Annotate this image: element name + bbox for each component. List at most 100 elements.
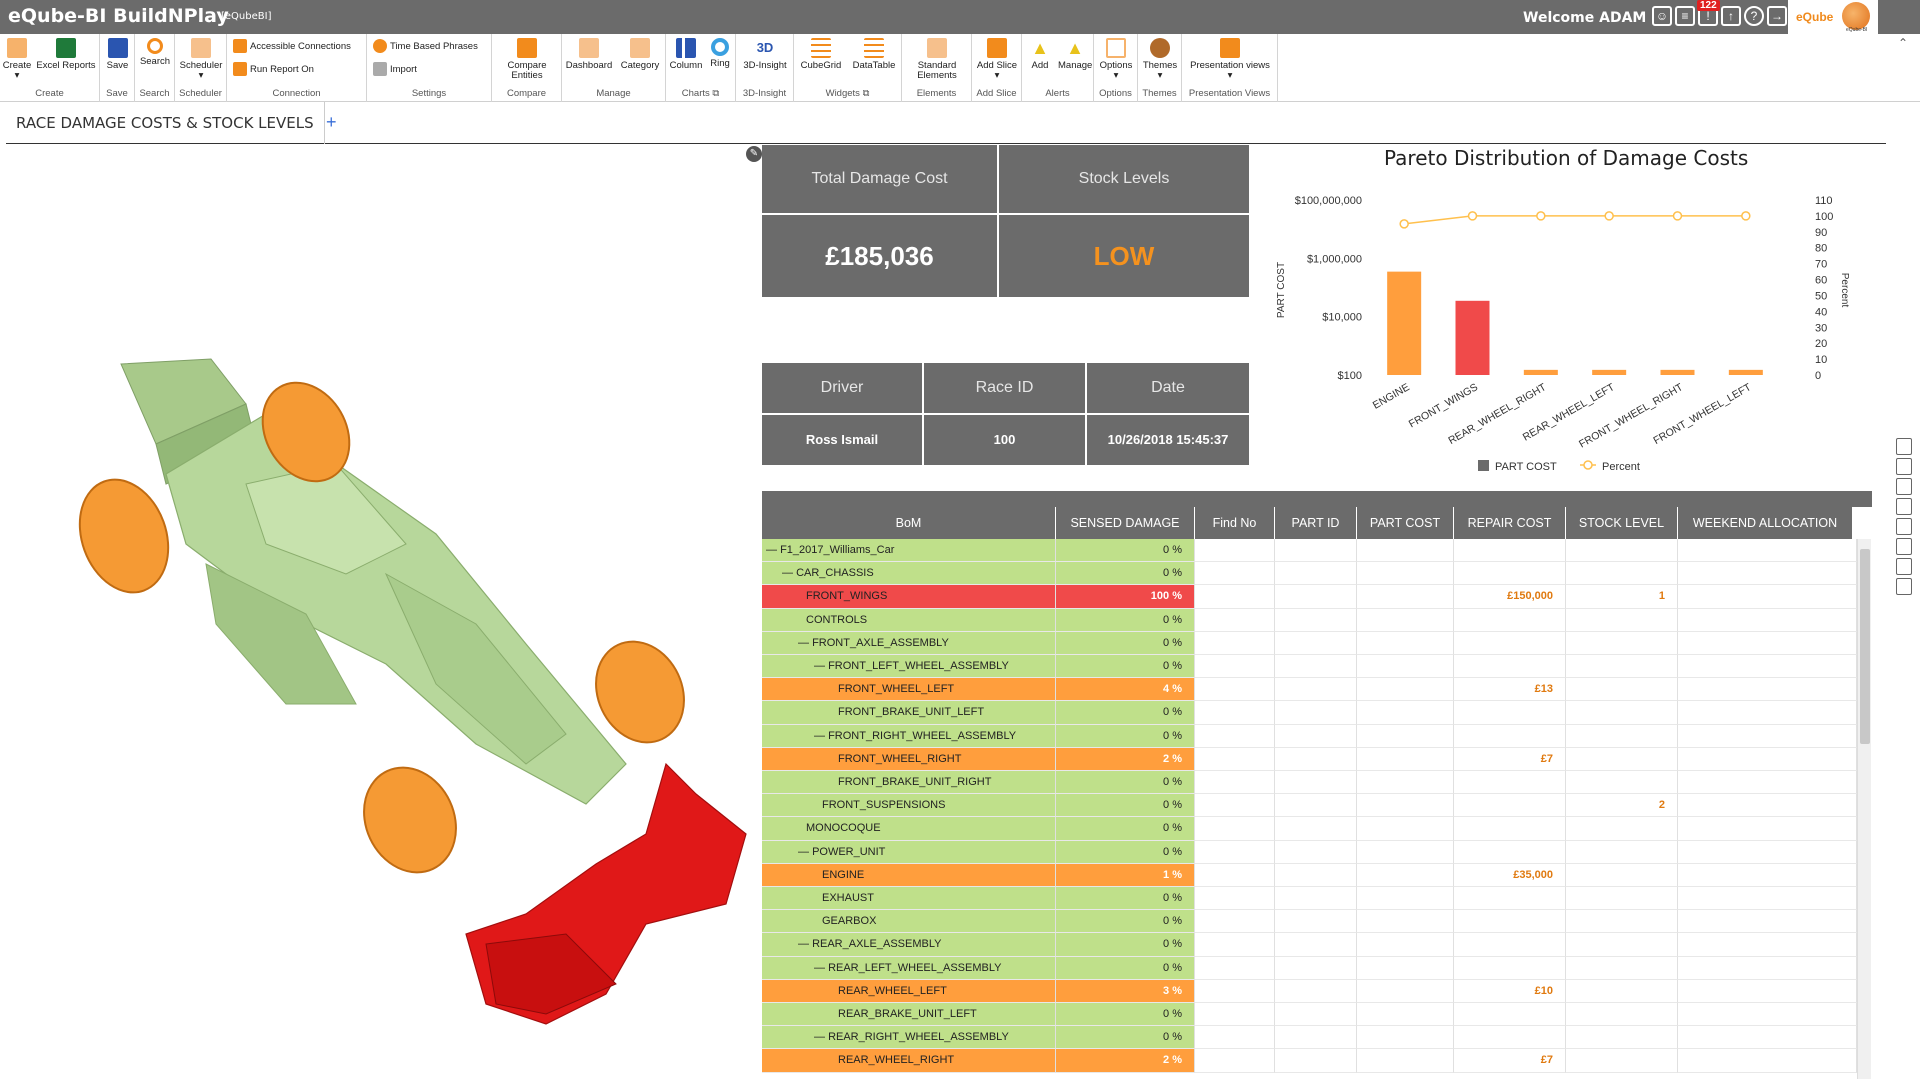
tree-collapse-icon[interactable]: —: [814, 660, 829, 672]
clock-icon: [373, 39, 387, 53]
table-row[interactable]: REAR_WHEEL_LEFT 3 % £10: [762, 979, 1857, 1003]
scheduler-button[interactable]: Scheduler ▾: [177, 38, 225, 81]
column-header[interactable]: Find No: [1195, 507, 1275, 539]
refresh-icon[interactable]: [1896, 578, 1912, 595]
table-row[interactable]: FRONT_BRAKE_UNIT_LEFT 0 %: [762, 701, 1857, 725]
tree-collapse-icon[interactable]: —: [798, 636, 813, 649]
grid-scrollbar[interactable]: [1857, 539, 1871, 1079]
column-chart-button[interactable]: Column: [668, 38, 704, 71]
logout-icon[interactable]: →: [1767, 6, 1787, 26]
column-header[interactable]: REPAIR COST: [1454, 507, 1566, 539]
weekend-allocation-cell: [1678, 1049, 1857, 1073]
table-row[interactable]: ENGINE 1 % £35,000: [762, 863, 1857, 887]
themes-button[interactable]: Themes ▾: [1140, 38, 1180, 81]
table-row[interactable]: — CAR_CHASSIS 0 %: [762, 562, 1857, 586]
accessible-connections-button[interactable]: Accessible Connections: [233, 39, 351, 53]
table-row[interactable]: REAR_BRAKE_UNIT_LEFT 0 %: [762, 1003, 1857, 1027]
table-row[interactable]: — REAR_AXLE_ASSEMBLY 0 %: [762, 933, 1857, 957]
import-button[interactable]: Import: [373, 62, 417, 76]
dashboard-button[interactable]: Dashboard: [564, 38, 614, 71]
tree-collapse-icon[interactable]: —: [798, 938, 813, 951]
table-row[interactable]: — FRONT_AXLE_ASSEMBLY 0 %: [762, 631, 1857, 655]
options-button[interactable]: Options ▾: [1096, 38, 1136, 81]
filter-icon[interactable]: [1896, 458, 1912, 475]
search-button[interactable]: Search: [137, 38, 173, 67]
part-id-cell: [1275, 1026, 1357, 1050]
column-header[interactable]: PART COST: [1357, 507, 1454, 539]
notification-badge[interactable]: 122: [1697, 0, 1720, 11]
grid-icon[interactable]: [1896, 558, 1912, 575]
category-button[interactable]: Category: [616, 38, 664, 71]
add-alert-button[interactable]: ▲ Add: [1031, 38, 1049, 71]
column-header[interactable]: WEEKEND ALLOCATION: [1678, 507, 1853, 539]
sensed-damage-cell: 0 %: [1056, 1026, 1195, 1050]
create-button[interactable]: Create ▾: [2, 38, 32, 81]
tab-race-damage[interactable]: RACE DAMAGE COSTS & STOCK LEVELS: [6, 102, 325, 144]
legend-percent: Percent: [1602, 461, 1640, 473]
table-row[interactable]: MONOCOQUE 0 %: [762, 817, 1857, 841]
ribbon-collapse-icon[interactable]: ⌃: [1898, 36, 1909, 50]
table-row[interactable]: EXHAUST 0 %: [762, 887, 1857, 911]
excel-reports-button[interactable]: Excel Reports: [34, 38, 98, 71]
legend-part-cost: PART COST: [1495, 461, 1557, 473]
table-row[interactable]: CONTROLS 0 %: [762, 608, 1857, 632]
cube-icon[interactable]: [1896, 518, 1912, 535]
pin-icon[interactable]: [1896, 438, 1912, 455]
weekend-allocation-cell: [1678, 1026, 1857, 1050]
stock-level-cell: [1566, 840, 1678, 864]
viewer-settings-icon[interactable]: ✎: [746, 146, 762, 162]
3d-insight-button[interactable]: 3D 3D-Insight: [743, 40, 787, 71]
column-header[interactable]: STOCK LEVEL: [1566, 507, 1678, 539]
stock-level-cell: [1566, 1026, 1678, 1050]
table-row[interactable]: — FRONT_RIGHT_WHEEL_ASSEMBLY 0 %: [762, 724, 1857, 748]
table-row[interactable]: — REAR_RIGHT_WHEEL_ASSEMBLY 0 %: [762, 1026, 1857, 1050]
table-row[interactable]: FRONT_BRAKE_UNIT_RIGHT 0 %: [762, 771, 1857, 795]
ring-chart-button[interactable]: Ring: [706, 38, 734, 69]
table-row[interactable]: — F1_2017_Williams_Car 0 %: [762, 539, 1857, 563]
table-row[interactable]: — FRONT_LEFT_WHEEL_ASSEMBLY 0 %: [762, 655, 1857, 679]
table-row[interactable]: — POWER_UNIT 0 %: [762, 840, 1857, 864]
tree-collapse-icon[interactable]: —: [766, 544, 781, 556]
weekend-allocation-cell: [1678, 1003, 1857, 1027]
presentation-views-button[interactable]: Presentation views ▾: [1186, 38, 1274, 81]
save-button[interactable]: Save: [102, 38, 133, 71]
table-row[interactable]: — REAR_LEFT_WHEEL_ASSEMBLY 0 %: [762, 956, 1857, 980]
list-icon[interactable]: ≡: [1675, 6, 1695, 26]
stock-levels-value: LOW: [999, 215, 1249, 297]
table-row[interactable]: GEARBOX 0 %: [762, 910, 1857, 934]
grid-scroll-thumb[interactable]: [1860, 549, 1870, 744]
tree-collapse-icon[interactable]: —: [814, 729, 829, 742]
3d-car-viewer[interactable]: ✎: [6, 144, 762, 1074]
table-row[interactable]: FRONT_SUSPENSIONS 0 % 2: [762, 794, 1857, 818]
tree-collapse-icon[interactable]: —: [814, 961, 829, 974]
column-header[interactable]: PART ID: [1275, 507, 1357, 539]
tree-collapse-icon[interactable]: —: [798, 845, 813, 858]
help-icon[interactable]: ?: [1744, 6, 1764, 26]
datatable-button[interactable]: DataTable: [848, 38, 900, 71]
export-icon[interactable]: ↑: [1721, 6, 1741, 26]
y2-tick-label: 10: [1815, 354, 1827, 366]
standard-elements-button[interactable]: Standard Elements: [906, 38, 968, 81]
compare-entities-button[interactable]: Compare Entities: [496, 38, 558, 81]
column-header[interactable]: SENSED DAMAGE: [1056, 507, 1195, 539]
column-header[interactable]: BoM: [762, 507, 1056, 539]
table-row[interactable]: FRONT_WHEEL_LEFT 4 % £13: [762, 678, 1857, 702]
user-icon[interactable]: ☺: [1652, 6, 1672, 26]
table-row[interactable]: FRONT_WHEEL_RIGHT 2 % £7: [762, 747, 1857, 771]
tree-collapse-icon[interactable]: —: [814, 1031, 829, 1044]
copy-icon[interactable]: [1896, 498, 1912, 515]
layers-icon[interactable]: [1896, 478, 1912, 495]
manage-alert-button[interactable]: ▲ Manage: [1058, 38, 1093, 71]
stock-level-cell: [1566, 771, 1678, 795]
add-tab-button[interactable]: +: [326, 112, 337, 132]
print-icon[interactable]: [1896, 538, 1912, 555]
find-no-cell: [1195, 608, 1275, 632]
table-row[interactable]: FRONT_WINGS 100 % £150,000 1: [762, 585, 1857, 609]
add-slice-button[interactable]: Add Slice ▾: [974, 38, 1020, 81]
tree-collapse-icon[interactable]: —: [782, 567, 797, 580]
run-report-on-button[interactable]: Run Report On: [233, 62, 314, 76]
time-based-phrases-button[interactable]: Time Based Phrases: [373, 39, 478, 53]
table-row[interactable]: REAR_WHEEL_RIGHT 2 % £7: [762, 1049, 1857, 1073]
cubegrid-button[interactable]: CubeGrid: [796, 38, 846, 71]
find-no-cell: [1195, 887, 1275, 911]
